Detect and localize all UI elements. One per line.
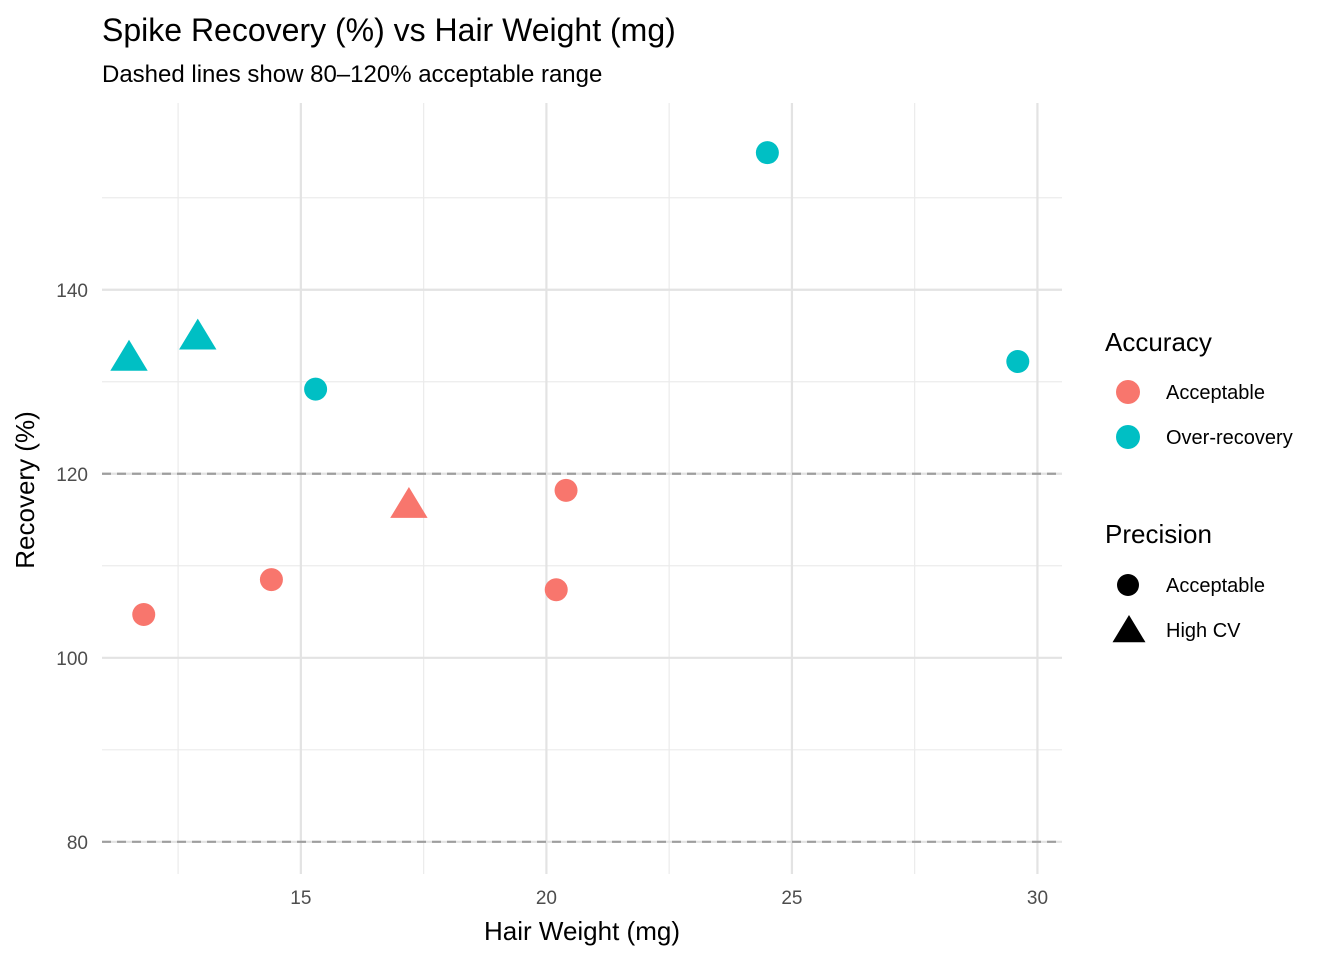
- chart-title: Spike Recovery (%) vs Hair Weight (mg): [102, 12, 676, 48]
- data-point-circle: [132, 603, 156, 627]
- data-point-circle: [755, 141, 779, 165]
- y-axis-ticks: 80 100 120 140: [56, 281, 88, 854]
- data-points: [110, 141, 1030, 627]
- accuracy-legend-key: [1116, 380, 1140, 404]
- data-point-circle: [1006, 350, 1030, 374]
- data-point-circle: [304, 377, 328, 401]
- x-axis-title: Hair Weight (mg): [484, 916, 680, 946]
- acceptable-range-lines: [102, 472, 1062, 843]
- x-axis-ticks: 15 20 25 30: [290, 888, 1048, 909]
- data-point-circle: [544, 578, 568, 602]
- accuracy-legend-label: Over-recovery: [1166, 427, 1293, 449]
- y-tick-label: 80: [67, 833, 88, 854]
- precision-legend-label: High CV: [1166, 620, 1241, 642]
- x-tick-label: 15: [290, 888, 311, 909]
- precision-legend-title: Precision: [1105, 519, 1212, 549]
- y-tick-label: 100: [56, 649, 88, 670]
- y-axis-title: Recovery (%): [10, 411, 40, 568]
- y-tick-label: 120: [56, 465, 88, 486]
- minor-gridlines: [102, 103, 1062, 874]
- major-gridlines: [102, 103, 1062, 874]
- precision-legend-key: [1117, 574, 1139, 596]
- data-point-triangle: [390, 486, 428, 518]
- precision-legend-label: Acceptable: [1166, 575, 1265, 597]
- x-tick-label: 30: [1027, 888, 1048, 909]
- accuracy-legend-key: [1116, 425, 1140, 449]
- chart-subtitle: Dashed lines show 80–120% acceptable ran…: [102, 61, 602, 88]
- accuracy-legend-title: Accuracy: [1105, 327, 1212, 357]
- precision-legend-key: [1112, 615, 1146, 643]
- accuracy-legend-label: Acceptable: [1166, 382, 1265, 404]
- x-tick-label: 25: [781, 888, 802, 909]
- accuracy-legend: Accuracy Acceptable Over-recovery: [1105, 327, 1293, 449]
- x-tick-label: 20: [536, 888, 557, 909]
- data-point-circle: [259, 568, 283, 592]
- data-point-triangle: [110, 339, 148, 371]
- precision-legend: Precision Acceptable High CV: [1105, 519, 1265, 643]
- data-point-circle: [554, 478, 578, 502]
- y-tick-label: 140: [56, 281, 88, 302]
- data-point-triangle: [179, 318, 217, 350]
